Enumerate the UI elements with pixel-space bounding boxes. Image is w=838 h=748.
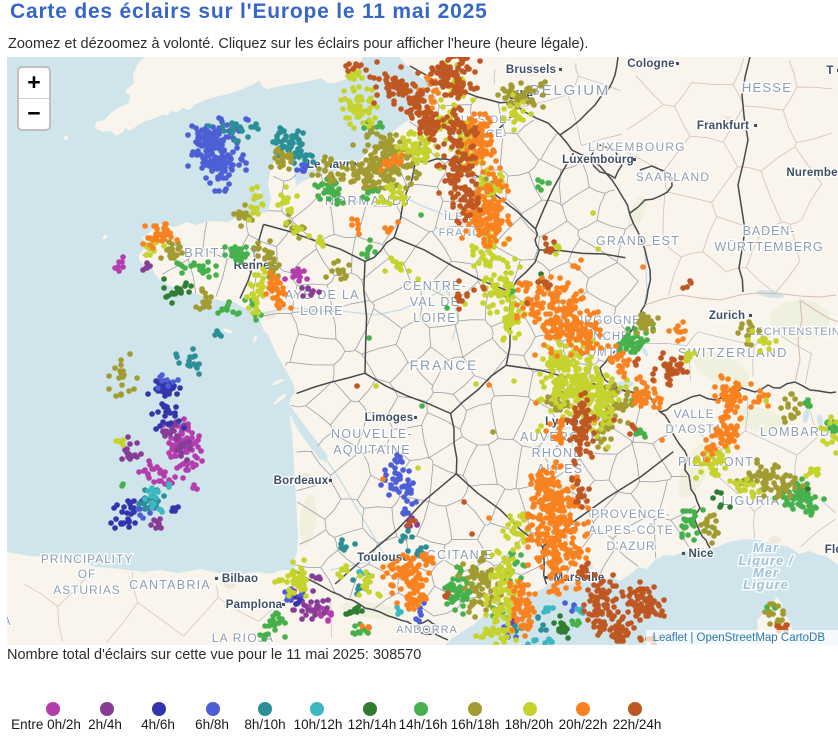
svg-text:FRANCE: FRANCE [410,357,479,373]
svg-text:Pamplona: Pamplona [226,599,283,611]
svg-text:Leaflet | OpenStreetMap CartoD: Leaflet | OpenStreetMap CartoDB [653,632,826,644]
svg-text:Bordeaux: Bordeaux [274,475,329,487]
svg-text:Brussels: Brussels [506,64,556,76]
svg-text:GRAND EST: GRAND EST [596,234,680,248]
svg-text:ANDORRA: ANDORRA [396,624,458,636]
svg-text:BADEN-: BADEN- [743,224,796,238]
svg-text:Mer: Mer [753,565,779,580]
svg-text:OCCITANIE: OCCITANIE [416,548,494,562]
svg-text:VALLE: VALLE [673,407,714,421]
svg-text:Mar: Mar [753,540,779,555]
svg-text:Ligure /: Ligure / [739,553,794,568]
svg-text:CANTABRIA: CANTABRIA [129,578,211,592]
svg-text:ALPES-CÔTE: ALPES-CÔTE [588,522,673,537]
svg-text:Limoges: Limoges [365,412,414,424]
svg-text:Zurich: Zurich [709,310,745,322]
svg-text:Bilbao: Bilbao [222,573,258,585]
svg-text:LUXEMBOURG: LUXEMBOURG [588,140,686,154]
svg-text:PROVENCE-: PROVENCE- [591,507,671,521]
svg-text:ASTURIAS: ASTURIAS [53,583,120,597]
svg-text:SAARLAND: SAARLAND [636,170,711,184]
svg-text:IA: IA [7,614,12,628]
svg-text:NOUVELLE-: NOUVELLE- [331,427,413,441]
svg-text:D'AOSTA: D'AOSTA [665,422,722,436]
svg-text:Ligure: Ligure [743,577,789,592]
svg-text:PAYS DE LA: PAYS DE LA [276,288,360,302]
svg-text:Cologne: Cologne [627,58,674,70]
svg-text:LOIRE: LOIRE [300,304,344,318]
svg-text:VAL DE: VAL DE [410,295,461,309]
svg-text:LOIRE: LOIRE [413,311,457,325]
svg-text:AQUITAINE: AQUITAINE [333,443,411,457]
svg-text:D'AZUR: D'AZUR [606,539,655,553]
svg-text:PRINCIPALITY: PRINCIPALITY [41,552,133,566]
svg-text:Nuremberg: Nuremberg [786,167,838,179]
svg-text:WÜRTTEMBERG: WÜRTTEMBERG [714,240,823,254]
svg-text:Flor: Flor [825,544,838,556]
svg-text:Frankfurt: Frankfurt [697,120,749,132]
svg-text:RHÔNE-: RHÔNE- [532,445,589,460]
svg-text:HESSE: HESSE [742,80,792,95]
svg-text:T: T [826,65,833,77]
svg-text:Nice: Nice [688,548,713,560]
svg-text:BELGIUM: BELGIUM [530,82,611,99]
svg-text:Luxembourg: Luxembourg [562,154,634,166]
svg-text:LIECHTENSTEIN: LIECHTENSTEIN [746,326,838,338]
svg-text:OF: OF [78,567,97,581]
